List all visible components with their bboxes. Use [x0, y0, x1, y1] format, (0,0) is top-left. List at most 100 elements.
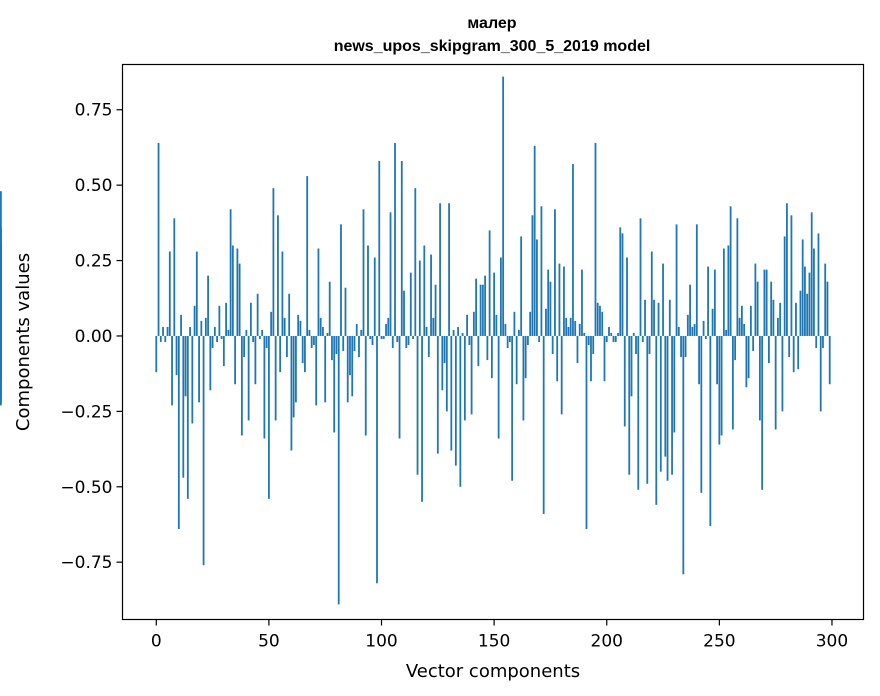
bar-component-216: [641, 335, 644, 342]
bar-component-42: [249, 302, 252, 336]
bar-component-118: [421, 335, 423, 502]
bar-component-142: [475, 278, 478, 336]
bar-component-197: [599, 305, 601, 336]
bar-component-192: [587, 335, 590, 346]
bar-component-99: [378, 161, 381, 336]
x-tick-label: 300: [816, 632, 848, 652]
bar-component-160: [515, 335, 518, 385]
bar-component-168: [533, 145, 536, 336]
y-tick-label: −0.75: [60, 553, 112, 573]
bar-component-7: [171, 335, 173, 406]
bar-component-241: [698, 335, 700, 385]
bar-component-239: [693, 323, 696, 336]
bar-component-117: [418, 260, 421, 336]
bar-component-173: [545, 308, 547, 336]
bar-component-9: [175, 335, 178, 376]
bar-component-259: [738, 317, 741, 336]
bar-component-180: [560, 335, 563, 415]
bar-component-229: [671, 335, 673, 475]
bar-component-81: [337, 335, 340, 605]
bar-component-87: [351, 335, 354, 397]
bar-component-200: [605, 335, 608, 342]
bar-component-106: [394, 142, 396, 336]
bar-component-256: [731, 335, 734, 430]
bar-component-277: [779, 302, 782, 336]
bar-component-86: [349, 335, 351, 376]
bar-component-5: [166, 326, 169, 336]
bar-component-213: [635, 335, 637, 355]
bar-component-98: [376, 335, 378, 584]
bar-component-undefined: [0, 191, 2, 336]
bar-component-108: [398, 335, 401, 439]
bar-component-195: [594, 142, 597, 336]
x-tick-label: 250: [703, 632, 735, 652]
bar-component-85: [346, 335, 349, 403]
bar-component-65: [301, 335, 304, 364]
bar-component-114: [412, 335, 414, 339]
bar-component-23: [207, 275, 209, 336]
bar-component-287: [801, 239, 804, 336]
bar-component-210: [628, 335, 631, 475]
bar-component-20: [200, 320, 203, 336]
bar-component-2: [159, 335, 162, 342]
bar-component-251: [720, 335, 723, 436]
bar-component-43: [252, 335, 255, 342]
y-axis-label: Components values: [13, 253, 34, 431]
y-tick-label: 0.75: [75, 101, 113, 121]
bar-component-201: [608, 326, 610, 336]
bar-component-141: [472, 311, 475, 336]
bar-component-233: [680, 335, 682, 358]
bar-component-44: [254, 335, 257, 385]
bar-component-93: [364, 335, 367, 436]
x-tick-label: 150: [478, 632, 510, 652]
bar-component-49: [265, 335, 268, 349]
bar-component-55: [279, 335, 282, 373]
bar-component-61: [292, 335, 295, 418]
chart-title: малер: [467, 15, 516, 32]
bar-component-6: [168, 251, 171, 336]
bar-component-231: [675, 224, 678, 336]
bar-component-110: [403, 290, 405, 336]
y-tick-label: 0.25: [75, 252, 113, 272]
bar-component-72: [317, 248, 320, 336]
bar-component-150: [493, 272, 496, 336]
bar-component-69: [310, 335, 313, 349]
bar-component-60: [290, 335, 293, 451]
bar-component-91: [360, 329, 363, 336]
bar-component-266: [754, 263, 757, 336]
bar-component-202: [610, 332, 613, 336]
bar-component-28: [218, 305, 221, 336]
bar-component-24: [209, 335, 212, 391]
bar-component-10: [177, 335, 180, 530]
bar-component-75: [324, 335, 327, 403]
y-tick-label: −0.50: [60, 478, 112, 498]
bar-component-152: [497, 335, 500, 439]
bar-component-8: [173, 218, 176, 336]
bar-component-252: [722, 248, 725, 336]
bar-component-66: [304, 335, 306, 373]
bar-component-82: [340, 224, 342, 336]
bar-component-109: [400, 161, 403, 336]
bar-component-269: [761, 335, 764, 490]
bar-component-68: [308, 329, 311, 336]
bar-component-157: [508, 335, 511, 342]
bar-component-238: [691, 326, 694, 336]
bar-component-175: [549, 281, 552, 336]
bar-component-128: [443, 335, 446, 364]
bar-component-97: [373, 257, 376, 336]
bar-component-52: [272, 188, 275, 336]
bar-component-208: [623, 335, 626, 427]
bar-component-263: [747, 335, 750, 379]
bar-component-41: [247, 335, 250, 421]
bar-component-84: [344, 287, 347, 336]
bar-component-257: [734, 335, 737, 361]
bar-component-105: [391, 335, 394, 349]
bar-component-137: [463, 335, 466, 421]
bar-component-291: [810, 212, 813, 336]
bar-component-264: [749, 305, 752, 336]
bar-component-226: [664, 335, 667, 457]
bar-component-198: [601, 311, 604, 336]
bar-component-130: [448, 203, 450, 336]
bar-component-153: [499, 257, 502, 336]
bar-component-48: [263, 335, 266, 439]
